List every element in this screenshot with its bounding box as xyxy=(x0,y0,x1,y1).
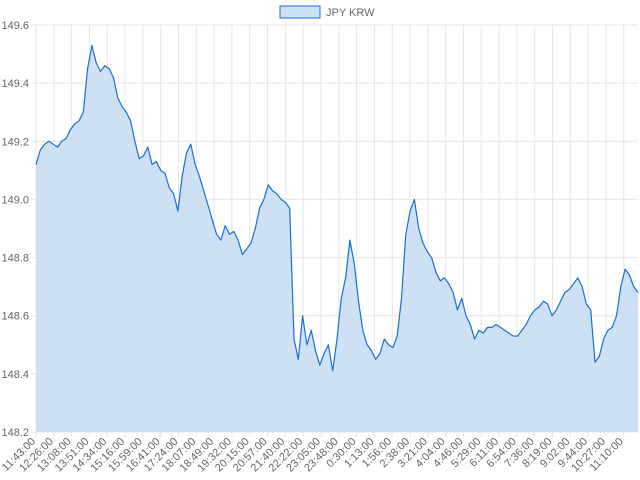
y-axis-ticks: 148.2 148.4 148.6 148.8 149.0 149.2 149.4 149.6 xyxy=(1,20,29,439)
y-tick-label: 149.4 xyxy=(1,78,29,90)
series-line xyxy=(35,44,639,372)
legend-swatch[interactable] xyxy=(279,5,321,19)
y-tick-label: 148.6 xyxy=(1,311,29,323)
legend[interactable]: JPY KRW xyxy=(279,5,375,19)
x-axis-ticks: 11:43:0012:26:0013:08:0013:51:0014:34:00… xyxy=(0,436,626,475)
y-tick-label: 149.6 xyxy=(1,20,29,32)
y-tick-label: 149.0 xyxy=(1,194,29,206)
y-tick-label: 148.4 xyxy=(1,369,29,381)
y-tick-label: 148.2 xyxy=(1,427,29,439)
y-tick-label: 148.8 xyxy=(1,253,29,265)
y-tick-label: 149.2 xyxy=(1,136,29,148)
legend-label[interactable]: JPY KRW xyxy=(326,7,375,19)
series-layer xyxy=(35,44,639,432)
series-area-fill xyxy=(36,45,638,432)
